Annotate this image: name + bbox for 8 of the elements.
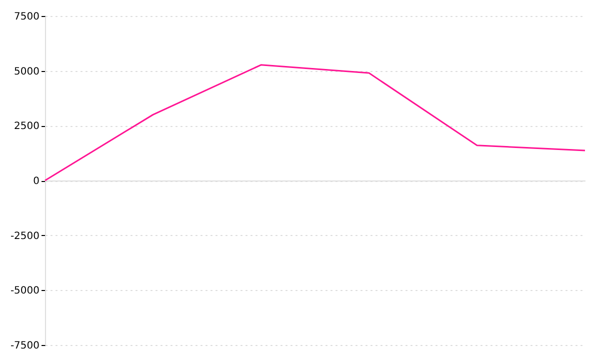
line-series (44, 64, 586, 182)
y-tick-label: 5000 (14, 66, 40, 78)
y-tick-label: 2500 (14, 121, 40, 132)
y-tick-label: -5000 (10, 286, 40, 297)
y-tick-label: -2500 (10, 230, 40, 242)
y-tick-label: 7500 (14, 12, 40, 22)
y-tick-label: -7500 (10, 340, 40, 352)
y-tick-label: 0 (33, 176, 40, 187)
